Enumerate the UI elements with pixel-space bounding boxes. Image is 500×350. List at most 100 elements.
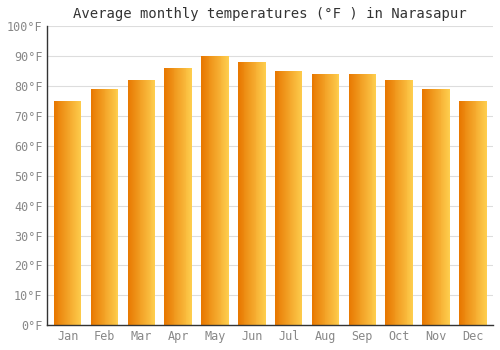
Bar bbox=[425, 89, 426, 325]
Bar bbox=[403, 80, 404, 325]
Bar bbox=[260, 62, 261, 325]
Bar bbox=[369, 74, 370, 325]
Bar bbox=[101, 89, 102, 325]
Bar bbox=[368, 74, 369, 325]
Bar bbox=[176, 68, 178, 325]
Bar bbox=[135, 80, 136, 325]
Bar bbox=[112, 89, 113, 325]
Bar bbox=[142, 80, 143, 325]
Bar bbox=[436, 89, 437, 325]
Bar bbox=[352, 74, 353, 325]
Bar bbox=[246, 62, 247, 325]
Bar bbox=[203, 56, 204, 325]
Bar bbox=[54, 101, 55, 325]
Bar bbox=[214, 56, 215, 325]
Bar bbox=[67, 101, 68, 325]
Bar bbox=[358, 74, 360, 325]
Bar bbox=[422, 89, 423, 325]
Bar bbox=[478, 101, 479, 325]
Bar bbox=[283, 71, 284, 325]
Bar bbox=[433, 89, 434, 325]
Bar bbox=[136, 80, 138, 325]
Bar bbox=[372, 74, 374, 325]
Bar bbox=[447, 89, 448, 325]
Bar bbox=[466, 101, 468, 325]
Bar bbox=[98, 89, 99, 325]
Bar bbox=[374, 74, 375, 325]
Bar bbox=[73, 101, 74, 325]
Bar bbox=[166, 68, 167, 325]
Bar bbox=[132, 80, 133, 325]
Bar bbox=[297, 71, 298, 325]
Bar bbox=[169, 68, 170, 325]
Bar bbox=[216, 56, 217, 325]
Bar bbox=[435, 89, 436, 325]
Title: Average monthly temperatures (°F ) in Narasapur: Average monthly temperatures (°F ) in Na… bbox=[74, 7, 467, 21]
Bar bbox=[90, 89, 92, 325]
Bar bbox=[472, 101, 473, 325]
Bar bbox=[321, 74, 322, 325]
Bar bbox=[387, 80, 388, 325]
Bar bbox=[485, 101, 486, 325]
Bar bbox=[240, 62, 241, 325]
Bar bbox=[63, 101, 64, 325]
Bar bbox=[355, 74, 356, 325]
Bar bbox=[146, 80, 147, 325]
Bar bbox=[294, 71, 295, 325]
Bar bbox=[481, 101, 482, 325]
Bar bbox=[61, 101, 62, 325]
Bar bbox=[191, 68, 192, 325]
Bar bbox=[363, 74, 364, 325]
Bar bbox=[114, 89, 116, 325]
Bar bbox=[364, 74, 365, 325]
Bar bbox=[189, 68, 190, 325]
Bar bbox=[476, 101, 478, 325]
Bar bbox=[128, 80, 130, 325]
Bar bbox=[329, 74, 330, 325]
Bar bbox=[318, 74, 319, 325]
Bar bbox=[434, 89, 435, 325]
Bar bbox=[360, 74, 362, 325]
Bar bbox=[282, 71, 283, 325]
Bar bbox=[330, 74, 331, 325]
Bar bbox=[131, 80, 132, 325]
Bar bbox=[404, 80, 406, 325]
Bar bbox=[111, 89, 112, 325]
Bar bbox=[106, 89, 108, 325]
Bar bbox=[224, 56, 225, 325]
Bar bbox=[204, 56, 205, 325]
Bar bbox=[367, 74, 368, 325]
Bar bbox=[206, 56, 208, 325]
Bar bbox=[108, 89, 109, 325]
Bar bbox=[284, 71, 285, 325]
Bar bbox=[400, 80, 401, 325]
Bar bbox=[133, 80, 134, 325]
Bar bbox=[320, 74, 321, 325]
Bar bbox=[152, 80, 154, 325]
Bar bbox=[186, 68, 188, 325]
Bar bbox=[428, 89, 430, 325]
Bar bbox=[249, 62, 250, 325]
Bar bbox=[444, 89, 445, 325]
Bar bbox=[461, 101, 462, 325]
Bar bbox=[238, 62, 239, 325]
Bar bbox=[201, 56, 202, 325]
Bar bbox=[254, 62, 256, 325]
Bar bbox=[102, 89, 104, 325]
Bar bbox=[390, 80, 391, 325]
Bar bbox=[427, 89, 428, 325]
Bar bbox=[172, 68, 174, 325]
Bar bbox=[331, 74, 332, 325]
Bar bbox=[469, 101, 470, 325]
Bar bbox=[174, 68, 176, 325]
Bar bbox=[178, 68, 179, 325]
Bar bbox=[64, 101, 65, 325]
Bar bbox=[70, 101, 72, 325]
Bar bbox=[464, 101, 466, 325]
Bar bbox=[386, 80, 387, 325]
Bar bbox=[394, 80, 396, 325]
Bar bbox=[442, 89, 444, 325]
Bar bbox=[471, 101, 472, 325]
Bar bbox=[334, 74, 336, 325]
Bar bbox=[225, 56, 226, 325]
